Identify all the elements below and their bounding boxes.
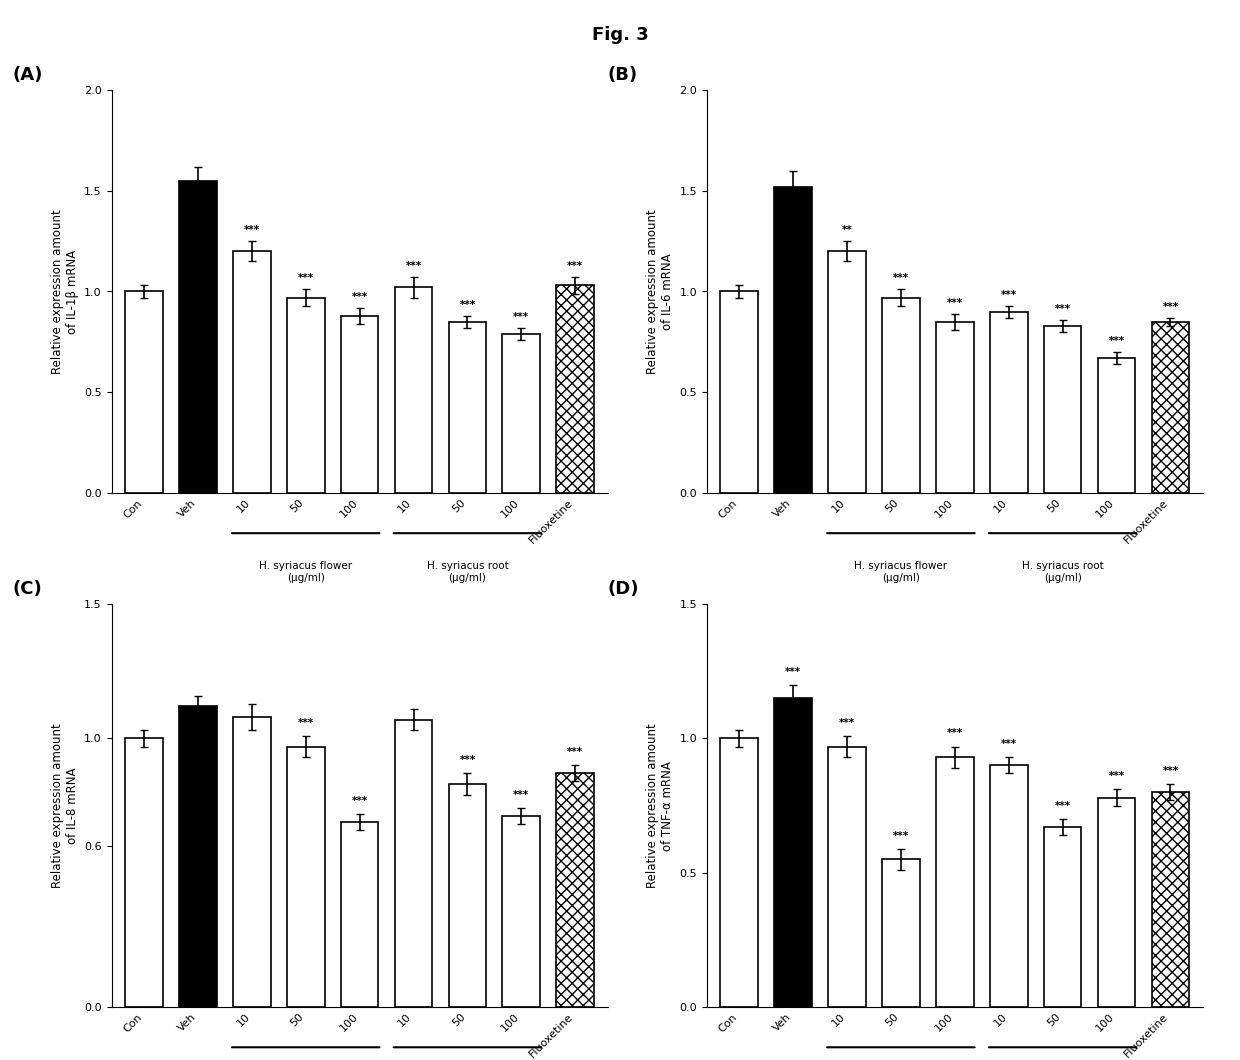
Text: ***: ***	[1054, 801, 1070, 811]
Text: (B): (B)	[608, 66, 637, 84]
Text: H. syriacus flower
(μg/ml): H. syriacus flower (μg/ml)	[259, 562, 352, 583]
Bar	[502, 334, 541, 493]
Text: ***: ***	[298, 718, 314, 728]
Bar	[1152, 792, 1189, 1007]
Bar	[990, 312, 1028, 493]
Text: ***: ***	[405, 262, 422, 271]
Bar	[394, 720, 433, 1007]
Text: (D): (D)	[608, 580, 639, 598]
Text: ***: ***	[351, 796, 368, 806]
Bar	[774, 187, 812, 493]
Text: ***: ***	[459, 300, 475, 310]
Text: ***: ***	[244, 225, 260, 235]
Bar	[557, 774, 594, 1007]
Bar	[774, 699, 812, 1007]
Y-axis label: Relative expression amount
of IL-1β mRNA: Relative expression amount of IL-1β mRNA	[51, 209, 78, 374]
Text: ***: ***	[513, 312, 529, 321]
Text: H. syriacus root
(μg/ml): H. syriacus root (μg/ml)	[1022, 562, 1104, 583]
Bar	[341, 316, 378, 493]
Text: (A): (A)	[12, 66, 42, 84]
Bar	[936, 757, 973, 1007]
Bar	[990, 765, 1028, 1007]
Text: ***: ***	[567, 262, 583, 271]
Text: ***: ***	[893, 830, 909, 841]
Y-axis label: Relative expression amount
of IL-8 mRNA: Relative expression amount of IL-8 mRNA	[51, 723, 78, 888]
Text: ***: ***	[946, 298, 963, 307]
Text: ***: ***	[459, 756, 475, 765]
Text: ***: ***	[1109, 336, 1125, 346]
Bar	[502, 816, 541, 1007]
Bar	[828, 251, 866, 493]
Bar	[394, 287, 433, 493]
Bar	[449, 784, 486, 1007]
Text: ***: ***	[1162, 766, 1178, 776]
Bar	[1044, 325, 1081, 493]
Bar	[882, 298, 920, 493]
Bar	[179, 180, 217, 493]
Text: ***: ***	[893, 273, 909, 283]
Bar	[1044, 827, 1081, 1007]
Bar	[882, 860, 920, 1007]
Bar	[125, 292, 162, 493]
Bar	[286, 746, 325, 1007]
Bar	[828, 746, 866, 1007]
Bar	[936, 321, 973, 493]
Text: ***: ***	[513, 790, 529, 800]
Text: (C): (C)	[12, 580, 42, 598]
Bar	[1097, 797, 1136, 1007]
Text: ***: ***	[1001, 289, 1017, 300]
Text: H. syriacus root
(μg/ml): H. syriacus root (μg/ml)	[427, 562, 508, 583]
Text: ***: ***	[1109, 772, 1125, 781]
Bar	[557, 285, 594, 493]
Text: 0.25 mM Corticosterone: 0.25 mM Corticosterone	[861, 646, 994, 656]
Text: ***: ***	[785, 667, 801, 676]
Bar	[233, 251, 270, 493]
Bar	[125, 739, 162, 1007]
Text: ***: ***	[946, 728, 963, 739]
Text: **: **	[842, 225, 852, 235]
Text: Fig. 3: Fig. 3	[591, 26, 649, 45]
Bar	[720, 292, 758, 493]
Text: ***: ***	[1162, 302, 1178, 312]
Y-axis label: Relative expression amount
of TNF-α mRNA: Relative expression amount of TNF-α mRNA	[646, 723, 673, 888]
Bar	[1152, 321, 1189, 493]
Bar	[341, 822, 378, 1007]
Text: ***: ***	[567, 747, 583, 757]
Bar	[449, 321, 486, 493]
Text: ***: ***	[351, 292, 368, 301]
Text: ***: ***	[839, 718, 856, 728]
Bar	[1097, 358, 1136, 493]
Bar	[179, 706, 217, 1007]
Text: H. syriacus flower
(μg/ml): H. syriacus flower (μg/ml)	[854, 562, 947, 583]
Text: 0.25 mM Corticosterone: 0.25 mM Corticosterone	[265, 646, 399, 656]
Bar	[720, 739, 758, 1007]
Y-axis label: Relative expression amount
of IL-6 mRNA: Relative expression amount of IL-6 mRNA	[646, 209, 673, 374]
Bar	[286, 298, 325, 493]
Text: ***: ***	[1001, 739, 1017, 749]
Text: ***: ***	[298, 273, 314, 283]
Text: ***: ***	[1054, 303, 1070, 314]
Bar	[233, 717, 270, 1007]
